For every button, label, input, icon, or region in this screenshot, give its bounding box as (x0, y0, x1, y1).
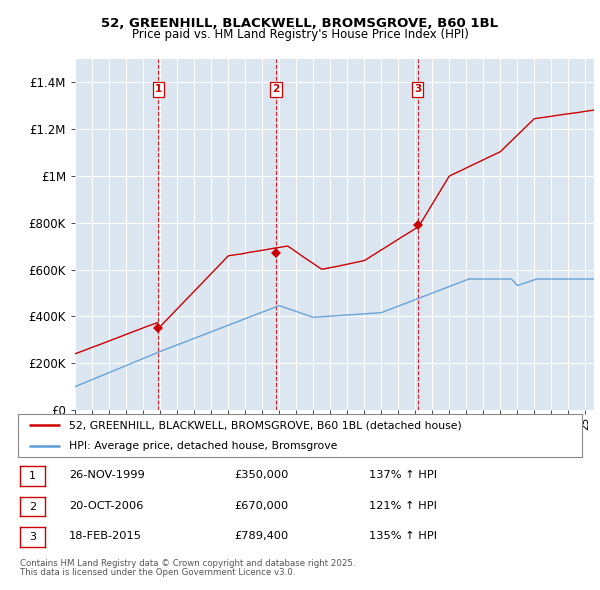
Text: 3: 3 (29, 532, 36, 542)
Text: 1: 1 (29, 471, 36, 481)
Text: 3: 3 (414, 84, 421, 94)
Text: 18-FEB-2015: 18-FEB-2015 (69, 532, 142, 541)
Text: 2: 2 (272, 84, 280, 94)
Text: 135% ↑ HPI: 135% ↑ HPI (369, 532, 437, 541)
Text: HPI: Average price, detached house, Bromsgrove: HPI: Average price, detached house, Brom… (69, 441, 337, 451)
Text: Contains HM Land Registry data © Crown copyright and database right 2025.: Contains HM Land Registry data © Crown c… (20, 559, 355, 568)
Text: 20-OCT-2006: 20-OCT-2006 (69, 501, 143, 510)
Text: 137% ↑ HPI: 137% ↑ HPI (369, 470, 437, 480)
Text: 26-NOV-1999: 26-NOV-1999 (69, 470, 145, 480)
Text: £350,000: £350,000 (234, 470, 289, 480)
Text: This data is licensed under the Open Government Licence v3.0.: This data is licensed under the Open Gov… (20, 568, 295, 577)
Text: Price paid vs. HM Land Registry's House Price Index (HPI): Price paid vs. HM Land Registry's House … (131, 28, 469, 41)
Text: 2: 2 (29, 502, 36, 512)
Text: £670,000: £670,000 (234, 501, 288, 510)
Text: 1: 1 (155, 84, 162, 94)
Text: £789,400: £789,400 (234, 532, 288, 541)
Text: 52, GREENHILL, BLACKWELL, BROMSGROVE, B60 1BL (detached house): 52, GREENHILL, BLACKWELL, BROMSGROVE, B6… (69, 421, 461, 430)
Text: 52, GREENHILL, BLACKWELL, BROMSGROVE, B60 1BL: 52, GREENHILL, BLACKWELL, BROMSGROVE, B6… (101, 17, 499, 30)
Text: 121% ↑ HPI: 121% ↑ HPI (369, 501, 437, 510)
